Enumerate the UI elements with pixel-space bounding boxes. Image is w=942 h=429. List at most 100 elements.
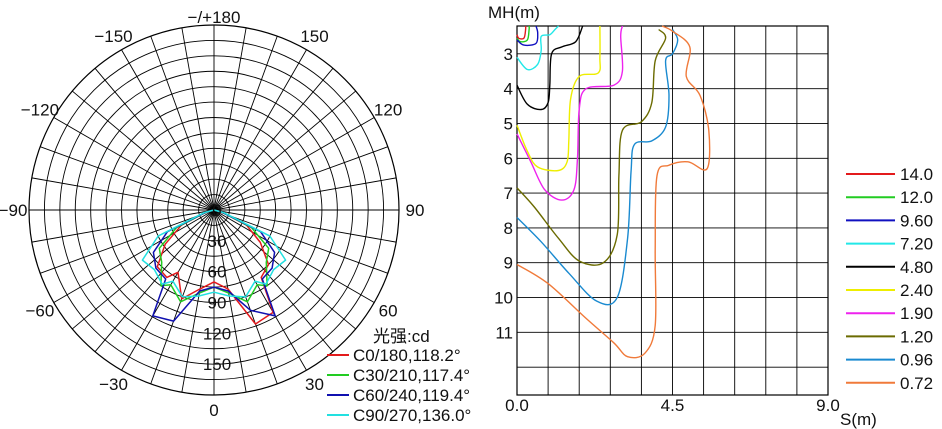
polar-spoke bbox=[213, 209, 357, 330]
contour-legend-item: 0.96 bbox=[846, 351, 933, 370]
contour-line-4-80 bbox=[516, 25, 584, 111]
polar-radial-label: 90 bbox=[208, 294, 227, 313]
polar-series-curve bbox=[152, 209, 276, 322]
polar-spoke bbox=[53, 117, 215, 211]
legend-label: C0/180,118.2° bbox=[353, 346, 461, 365]
contour-legend-item: 1.20 bbox=[846, 327, 933, 346]
polar-legend-item: C60/240,119.4° bbox=[327, 386, 470, 405]
legend-label: 1.20 bbox=[900, 327, 933, 346]
contour-legend: 14.0 12.0 9.60 7.20 4.80 2.40 1.90 1.20 0.96 0.72 bbox=[846, 165, 933, 393]
polar-spoke bbox=[213, 209, 334, 353]
polar-spoke bbox=[40, 209, 215, 274]
legend-label: 4.80 bbox=[900, 258, 933, 277]
contour-y-tick: 6 bbox=[504, 149, 513, 168]
contour-y-tick: 7 bbox=[504, 184, 513, 203]
contour-x-tick: 9.0 bbox=[816, 396, 840, 415]
polar-radial-label: 60 bbox=[208, 263, 227, 282]
contour-legend-item: 12.0 bbox=[846, 188, 933, 207]
contour-legend-item: 7.20 bbox=[846, 235, 933, 254]
polar-spoke bbox=[40, 146, 215, 211]
polar-angle-label: −60 bbox=[25, 302, 54, 321]
contour-y-tick: 11 bbox=[495, 323, 513, 342]
polar-spoke bbox=[71, 209, 215, 330]
contour-line-12-0 bbox=[516, 25, 530, 43]
polar-spoke bbox=[94, 209, 215, 353]
contour-line-14-0 bbox=[516, 25, 527, 40]
polar-spoke bbox=[31, 209, 215, 243]
contour-y-tick: 10 bbox=[494, 289, 513, 308]
polar-spoke bbox=[213, 27, 247, 211]
legend-label: 0.72 bbox=[900, 374, 933, 393]
polar-series bbox=[141, 209, 287, 325]
legend-label: 2.40 bbox=[900, 281, 933, 300]
contour-y-tick: 5 bbox=[504, 115, 513, 134]
contour-xlabel: S(m) bbox=[840, 410, 877, 429]
contour-legend-item: 14.0 bbox=[846, 165, 933, 184]
polar-angle-label: 150 bbox=[300, 27, 328, 46]
contour-axes: 3 4 5 6 7 8 9 10 11 0.0 4.5 9.0 bbox=[494, 45, 840, 415]
polar-spoke bbox=[213, 209, 307, 371]
contour-y-tick: 9 bbox=[504, 254, 513, 273]
contour-legend-item: 0.72 bbox=[846, 374, 933, 393]
polar-spoke bbox=[150, 36, 215, 211]
polar-legend: C0/180,118.2°C30/210,117.4°C60/240,119.4… bbox=[327, 346, 471, 425]
contour-legend-item: 9.60 bbox=[846, 211, 933, 230]
polar-angle-label: −150 bbox=[94, 27, 132, 46]
contour-line-1-90 bbox=[516, 25, 624, 201]
contour-lines bbox=[516, 25, 711, 359]
contour-line-9-60 bbox=[516, 25, 539, 47]
polar-spoke bbox=[121, 209, 215, 371]
polar-spoke bbox=[213, 209, 375, 303]
polar-radial-label: 150 bbox=[203, 355, 231, 374]
contour-line-2-40 bbox=[516, 25, 601, 172]
contour-frame bbox=[516, 25, 829, 396]
legend-label: 12.0 bbox=[900, 188, 933, 207]
polar-spoke bbox=[181, 209, 215, 393]
contour-x-tick: 0.0 bbox=[505, 396, 529, 415]
legend-label: C60/240,119.4° bbox=[353, 386, 470, 405]
polar-spoke bbox=[213, 67, 334, 211]
contour-y-tick: 4 bbox=[504, 80, 513, 99]
polar-series-curve bbox=[141, 209, 287, 298]
polar-spoke bbox=[181, 27, 215, 211]
polar-radial-label: 0 bbox=[212, 201, 221, 220]
legend-label: 7.20 bbox=[900, 235, 933, 254]
polar-spoke bbox=[213, 36, 278, 211]
polar-spoke bbox=[53, 209, 215, 303]
polar-spoke bbox=[213, 146, 388, 211]
polar-legend-item: C30/210,117.4° bbox=[327, 366, 470, 385]
legend-label: C30/210,117.4° bbox=[353, 366, 470, 385]
contour-line-0-96 bbox=[516, 29, 679, 306]
polar-spoke bbox=[213, 90, 357, 211]
contour-legend-item: 4.80 bbox=[846, 258, 933, 277]
legend-label: 9.60 bbox=[900, 211, 933, 230]
polar-grid bbox=[28, 24, 400, 396]
contour-legend-item: 2.40 bbox=[846, 281, 933, 300]
polar-spoke bbox=[71, 90, 215, 211]
polar-angle-label: 90 bbox=[406, 201, 425, 220]
legend-label: 14.0 bbox=[900, 165, 933, 184]
contour-y-tick: 8 bbox=[504, 219, 513, 238]
polar-angle-label: 120 bbox=[374, 101, 402, 120]
polar-angle-label: −30 bbox=[99, 375, 128, 394]
polar-angle-label: 0 bbox=[209, 401, 218, 420]
legend-label: 1.90 bbox=[900, 304, 933, 323]
polar-spoke bbox=[213, 117, 375, 211]
contour-ylabel: MH(m) bbox=[488, 3, 540, 22]
polar-spoke bbox=[213, 209, 388, 274]
polar-radial-label: 30 bbox=[208, 232, 227, 251]
polar-spoke bbox=[31, 177, 215, 211]
polar-angle-label: −90 bbox=[0, 201, 27, 220]
polar-series-curve bbox=[156, 209, 274, 325]
polar-spoke bbox=[213, 177, 397, 211]
polar-unit-label: 光强:cd bbox=[373, 327, 430, 346]
contour-legend-item: 1.90 bbox=[846, 304, 933, 323]
contour-line-1-20 bbox=[516, 28, 667, 266]
polar-spoke bbox=[213, 209, 397, 243]
polar-angle-label: 30 bbox=[305, 375, 324, 394]
polar-spoke bbox=[213, 49, 307, 211]
contour-line-0-72 bbox=[516, 25, 711, 359]
legend-label: 0.96 bbox=[900, 351, 933, 370]
contour-line-7-20 bbox=[516, 25, 559, 71]
